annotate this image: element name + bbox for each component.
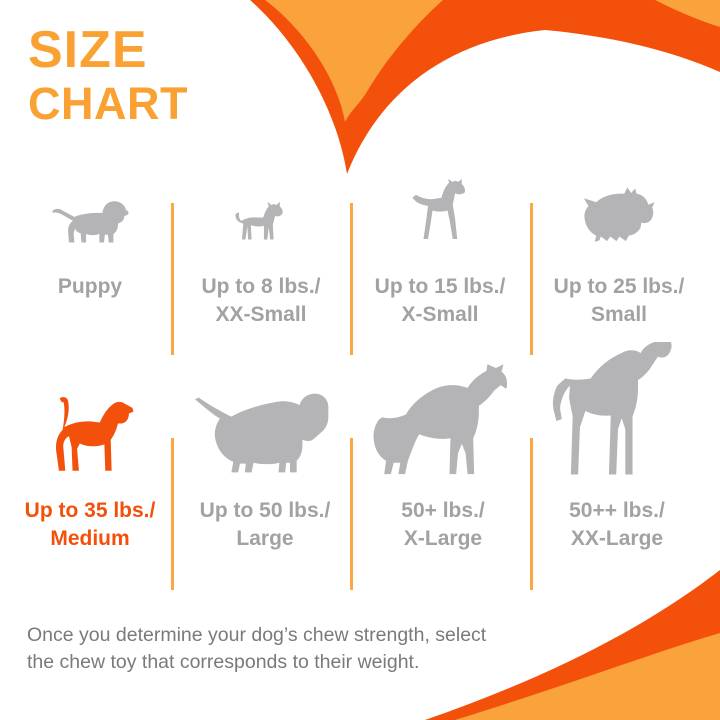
size-label-line: XX-Large xyxy=(570,527,664,550)
size-label-small: Up to 25 lbs./ Small xyxy=(530,273,708,329)
size-label-x-small: Up to 15 lbs./ X-Small xyxy=(351,273,529,329)
size-label-medium: Up to 35 lbs./ Medium xyxy=(1,497,179,553)
size-label-line: 50++ lbs./ xyxy=(569,499,665,522)
footer-line-1: Once you determine your dog’s chew stren… xyxy=(27,624,487,646)
title-line-1: SIZE xyxy=(28,21,148,79)
title-line-2: CHART xyxy=(28,78,188,129)
column-divider xyxy=(171,203,174,355)
size-label-line: Up to 50 lbs./ xyxy=(199,499,331,522)
beagle-dog-icon xyxy=(38,396,138,480)
size-label-line: X-Small xyxy=(401,303,479,326)
size-label-large: Up to 50 lbs./ Large xyxy=(176,497,354,553)
size-label-line: Small xyxy=(590,303,648,326)
size-label-line: Up to 15 lbs./ xyxy=(374,275,506,298)
size-label-line: 50+ lbs./ xyxy=(401,499,485,522)
size-label-line: Medium xyxy=(50,527,130,550)
size-label-line: Up to 8 lbs./ xyxy=(201,275,321,298)
puppy-dog-icon xyxy=(51,198,129,245)
size-label-line: Puppy xyxy=(57,275,123,298)
size-label-xx-small: Up to 8 lbs./ XX-Small xyxy=(172,273,350,329)
column-divider xyxy=(171,438,174,590)
labrador-dog-icon xyxy=(193,384,337,480)
shepherd-dog-icon xyxy=(370,364,512,480)
min-pin-dog-icon xyxy=(410,179,470,245)
size-label-puppy: Puppy xyxy=(1,273,179,301)
column-divider xyxy=(530,438,533,590)
size-label-line: XX-Small xyxy=(215,303,307,326)
top-light-corner-shape xyxy=(655,0,720,27)
top-dark-swoosh-shape xyxy=(250,0,720,174)
size-label-line: X-Large xyxy=(403,527,483,550)
footer-instruction: Once you determine your dog’s chew stren… xyxy=(27,622,587,676)
column-divider xyxy=(530,203,533,355)
page-title: SIZE CHART xyxy=(28,24,188,126)
size-label-line: Up to 25 lbs./ xyxy=(553,275,685,298)
footer-line-2: the chew toy that corresponds to their w… xyxy=(27,651,420,673)
top-light-wedge-shape xyxy=(265,0,443,122)
size-label-xx-large: 50++ lbs./ XX-Large xyxy=(528,497,706,553)
size-label-line: Large xyxy=(236,527,294,550)
great-dane-dog-icon xyxy=(550,342,677,480)
size-label-line: Up to 35 lbs./ xyxy=(24,499,156,522)
column-divider xyxy=(350,438,353,590)
terrier-dog-icon xyxy=(579,186,657,245)
size-label-x-large: 50+ lbs./ X-Large xyxy=(354,497,532,553)
chihuahua-dog-icon xyxy=(233,201,288,245)
column-divider xyxy=(350,203,353,355)
